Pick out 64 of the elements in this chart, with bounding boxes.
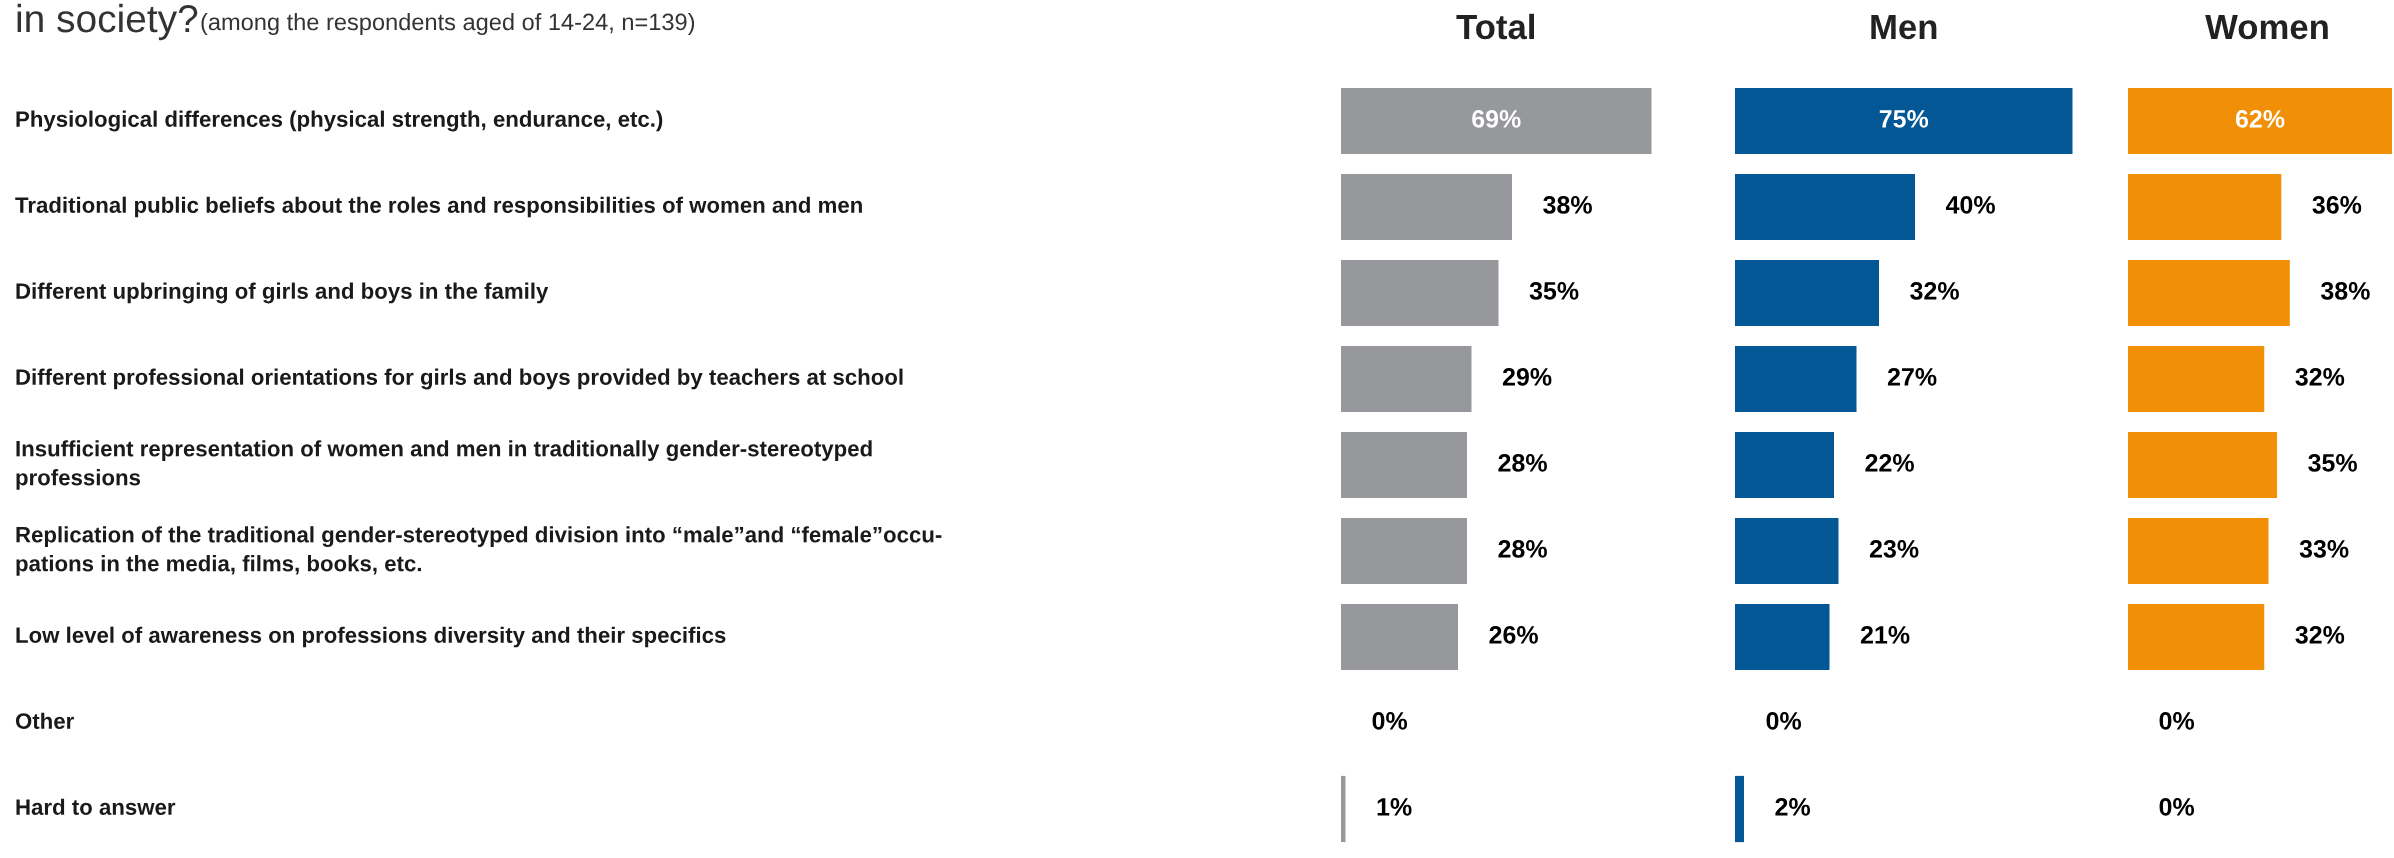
- y-tick-label: Different professional orientations for girls and boys provided by teachers at school: [16, 368, 903, 390]
- bar: [2128, 259, 2290, 327]
- data-label: 26%: [1489, 626, 1538, 644]
- bar: [2128, 517, 2269, 585]
- data-label: 35%: [2308, 454, 2357, 472]
- data-label: 28%: [1498, 454, 1547, 472]
- data-label: 35%: [1529, 282, 1579, 300]
- y-tick-label: Other: [15, 712, 74, 729]
- bar: [1735, 517, 1839, 585]
- data-label: 0%: [2159, 798, 2195, 816]
- data-label: 32%: [2295, 626, 2345, 644]
- data-label: 27%: [1887, 368, 1937, 386]
- bar: [1341, 775, 1346, 843]
- bar: [1341, 431, 1467, 499]
- bar: [1341, 517, 1467, 585]
- data-label: 69%: [1472, 110, 1521, 128]
- y-tick-label: Traditional public beliefs about the roles and responsibilities of women and men: [15, 196, 862, 218]
- bar: [1341, 603, 1458, 671]
- data-label: 22%: [1865, 454, 1914, 472]
- data-label: 38%: [2320, 282, 2370, 300]
- data-label: 0%: [1766, 712, 1802, 730]
- chart-title: Women: [2205, 15, 2328, 40]
- chart-title: Men: [1871, 15, 1937, 40]
- bar: [1341, 173, 1512, 241]
- data-label: 32%: [2295, 368, 2345, 386]
- y-tick-label: Low level of awareness on professions diversity and their specifics: [16, 626, 726, 648]
- text: in society?: [17, 3, 198, 41]
- bar: [1735, 87, 2073, 155]
- data-label: 1%: [1377, 798, 1412, 816]
- bar: [1735, 259, 1879, 327]
- bar: [1341, 345, 1472, 413]
- data-label: 40%: [1945, 196, 1995, 214]
- data-label: 2%: [1775, 798, 1811, 816]
- bar: [2128, 173, 2282, 241]
- bar: [2128, 345, 2265, 413]
- data-label: 0%: [1372, 712, 1408, 730]
- data-label: 21%: [1860, 626, 1910, 644]
- y-tick-label: Physiological differences (physical strength, endurance, etc.): [16, 110, 663, 132]
- y-tick-label: Different upbringing of girls and boys in the family: [16, 282, 549, 304]
- data-label: 36%: [2312, 196, 2362, 214]
- bar: [1341, 87, 1652, 155]
- data-label: 29%: [1502, 368, 1552, 386]
- bar: [1735, 431, 1834, 499]
- data-label: 32%: [1910, 282, 1959, 300]
- data-label: 28%: [1498, 540, 1547, 558]
- data-label: 62%: [2235, 110, 2285, 128]
- y-tick-label: Replication of the traditional gender-stereotyped division into “male”and “female”occu- pations in the media, films, books, etc.: [16, 526, 942, 576]
- bar: [2128, 87, 2392, 155]
- y-tick-label: Hard to answer: [16, 798, 176, 815]
- y-tick-label: Insufficient representation of women and men in traditionally gender-stereotyped professions: [16, 440, 872, 490]
- data-label: 75%: [1879, 110, 1929, 128]
- data-label: 0%: [2159, 712, 2195, 730]
- data-label: 23%: [1869, 540, 1919, 558]
- data-label: 38%: [1543, 196, 1592, 214]
- bar: [1735, 345, 1857, 413]
- bar: [1735, 775, 1744, 843]
- bar: [2128, 603, 2265, 671]
- bar: [1735, 603, 1830, 671]
- bar: [1341, 259, 1499, 327]
- bar: [1735, 173, 1915, 241]
- data-label: 33%: [2299, 540, 2349, 558]
- bar: [2128, 431, 2278, 499]
- chart-title: Total: [1456, 13, 1534, 40]
- text: (among the respondents aged of 14-24, n=139): [201, 13, 695, 35]
